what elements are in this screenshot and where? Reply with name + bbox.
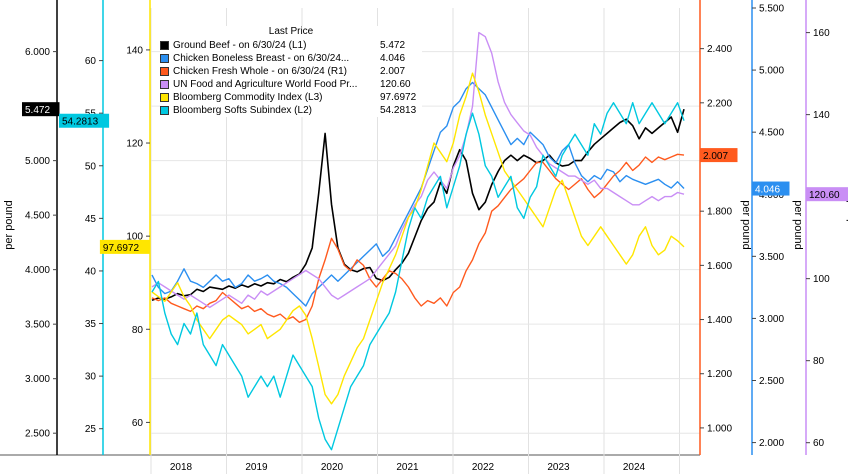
y-axis-r2: 2.0002.5003.0003.5004.0004.5005.0005.500…: [751, 0, 804, 455]
axis-tick-label: 5.000: [759, 66, 784, 77]
legend-swatch: [160, 67, 169, 76]
x-tick-label: 2020: [321, 462, 344, 473]
last-value-label: 2.007: [703, 151, 728, 162]
legend-entry: Ground Beef - on 6/30/24 (L1) 5.472: [160, 39, 422, 52]
legend-series-value: 54.2813: [380, 105, 417, 116]
axis-tick-label: 100: [126, 232, 143, 243]
axis-tick-label: 1.600: [707, 261, 732, 272]
axis-tick-label: 60: [85, 56, 97, 67]
legend-series-name: Bloomberg Softs Subindex (L2): [173, 105, 312, 116]
axis-tick-label: 3.000: [759, 314, 784, 325]
legend-entry: Bloomberg Commodity Index (L3) 97.6972: [160, 91, 422, 104]
y-axis-l3: 60 80 100 120 140: [126, 0, 151, 455]
axis-tick-label: 120: [126, 139, 143, 150]
legend-swatch: [160, 106, 169, 115]
last-value-tag: [806, 187, 848, 202]
legend-series-name: Bloomberg Commodity Index (L3): [173, 92, 323, 103]
last-value-label: 4.046: [755, 185, 780, 196]
last-value-tag: [22, 102, 60, 117]
last-value-tag: [99, 239, 150, 254]
axis-tick-label: 5.500: [759, 4, 784, 15]
axis-tick-label: 1.400: [707, 315, 732, 326]
axis-tick-label: 160: [813, 28, 830, 39]
axis-tick-label: 3.000: [25, 374, 50, 385]
axis-tick-label: 40: [85, 266, 97, 277]
axis-title: per pound: [846, 200, 848, 250]
legend-series-value: 2.007: [380, 66, 406, 77]
axis-tick-label: 1.200: [707, 369, 732, 380]
legend-entry: Bloomberg Softs Subindex (L2) 54.2813: [160, 104, 422, 117]
series-line-4: [151, 72, 685, 405]
legend-series-name: Chicken Fresh Whole - on 6/30/24 (R1): [173, 66, 347, 77]
y-axis-l2: 2530354045505560: [85, 0, 104, 455]
x-tick-label: 2023: [547, 462, 570, 473]
legend-series-value: 97.6972: [380, 92, 417, 103]
axis-tick-label: 2.200: [707, 98, 732, 109]
legend-swatch: [160, 41, 169, 50]
last-value-label: 120.60: [809, 190, 840, 201]
axis-tick-label: 30: [85, 372, 97, 383]
x-tick-label: 2021: [396, 462, 419, 473]
axis-tick-label: 60: [813, 438, 825, 449]
axis-tick-label: 50: [85, 161, 97, 172]
axis-tick-label: 2.500: [759, 376, 784, 387]
legend-series-value: 120.60: [380, 79, 411, 90]
axis-tick-label: 80: [132, 325, 144, 336]
axis-tick-label: 2.500: [25, 429, 50, 440]
legend-series-name: Ground Beef - on 6/30/24 (L1): [173, 40, 307, 51]
axis-tick-label: 60: [132, 418, 144, 429]
axis-tick-label: 4.000: [25, 265, 50, 276]
x-tick-label: 2018: [170, 462, 193, 473]
legend-title: Last Price: [268, 26, 314, 37]
legend-series-value: 5.472: [380, 40, 406, 51]
x-tick-label: 2024: [623, 462, 646, 473]
last-value-tag: [59, 113, 110, 128]
axis-tick-label: 25: [85, 424, 97, 435]
axis-tick-label: 6.000: [25, 47, 50, 58]
legend-entry: Chicken Fresh Whole - on 6/30/24 (R1) 2.0…: [160, 65, 422, 78]
axis-tick-label: 35: [85, 319, 97, 330]
series-line-0: [151, 108, 685, 301]
last-value-tag: [700, 148, 738, 163]
legend-swatch: [160, 93, 169, 102]
axis-title: per pound: [792, 200, 804, 250]
axis-tick-label: 140: [813, 110, 830, 121]
last-value-label: 54.2813: [62, 117, 99, 128]
x-tick-label: 2022: [472, 462, 495, 473]
legend-swatch: [160, 80, 169, 89]
axis-tick-label: 100: [813, 274, 830, 285]
series-line-5: [151, 101, 685, 451]
legend-entry: Chicken Boneless Breast - on 6/30/24... 4…: [160, 52, 422, 65]
legend-swatch: [160, 54, 169, 63]
axis-tick-label: 3.500: [25, 320, 50, 331]
axis-tick-label: 1.800: [707, 207, 732, 218]
axis-tick-label: 140: [126, 45, 143, 56]
last-value-label: 5.472: [25, 105, 50, 116]
axis-tick-label: 3.500: [759, 252, 784, 263]
last-value-tag: [752, 181, 790, 196]
axis-tick-label: 4.500: [759, 128, 784, 139]
last-value-label: 97.6972: [103, 243, 140, 254]
axis-title: per pound: [740, 200, 752, 250]
legend-series-value: 4.046: [380, 53, 406, 64]
chart-legend: Last Price Ground Beef - on 6/30/24 (L1)…: [160, 26, 422, 117]
legend-entry: UN Food and Agriculture World Food Pr...…: [160, 78, 422, 91]
y-axis-r3: 6080100120140160per pound: [805, 0, 848, 455]
y-axis-r1: 1.0001.2001.4001.6001.8002.0002.2002.400…: [699, 0, 752, 455]
legend-series-name: Chicken Boneless Breast - on 6/30/24...: [173, 53, 350, 64]
axis-tick-label: 45: [85, 214, 97, 225]
axis-tick-label: 2.000: [759, 438, 784, 449]
y-axis-l1: 2.5003.0003.5004.0004.5005.0005.5006.000…: [3, 0, 58, 455]
axis-tick-label: 2.400: [707, 44, 732, 55]
series-line-1: [151, 81, 685, 307]
x-tick-label: 2019: [245, 462, 268, 473]
axis-tick-label: 5.000: [25, 156, 50, 167]
legend-series-name: UN Food and Agriculture World Food Pr...: [173, 79, 358, 90]
axis-title: per pound: [3, 200, 15, 250]
series-line-2: [151, 153, 685, 323]
axis-tick-label: 1.000: [707, 423, 732, 434]
axis-tick-label: 80: [813, 356, 825, 367]
axis-tick-label: 4.500: [25, 211, 50, 222]
